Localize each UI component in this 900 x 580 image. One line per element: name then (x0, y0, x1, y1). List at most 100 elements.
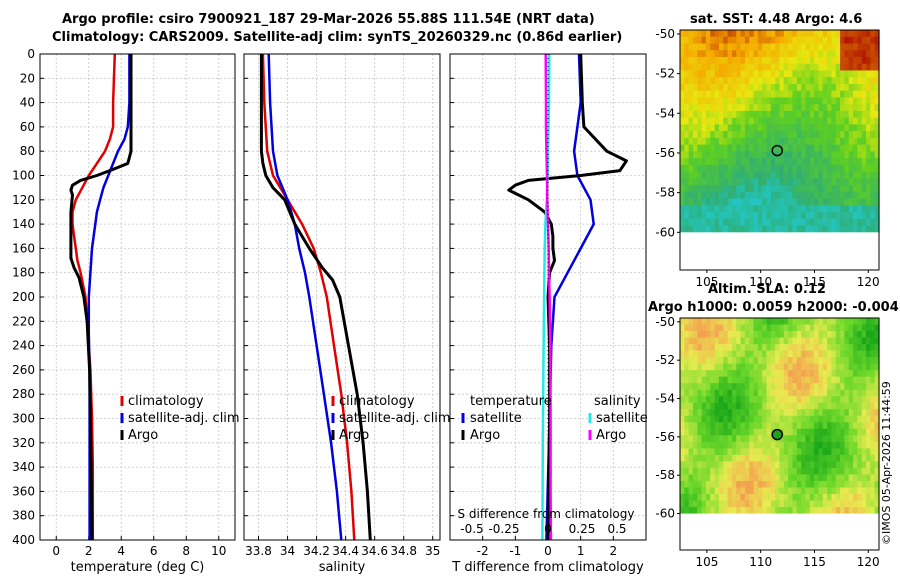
y-tick-label: 80 (20, 144, 35, 158)
y-tick-label: 320 (12, 436, 35, 450)
legend-entry: Argo (470, 428, 500, 443)
map-y-tick-label: -58 (655, 186, 675, 200)
y-tick-label: 20 (20, 71, 35, 85)
y-tick-label: 160 (12, 241, 35, 255)
top-axis-tick-label: 0 (544, 522, 552, 536)
map-y-tick-label: -54 (655, 392, 675, 406)
x-tick-label: 34.2 (303, 544, 330, 558)
legend-t-header: temperature (470, 394, 552, 409)
map-y-tick-label: -60 (655, 507, 675, 521)
series-line-argo (259, 54, 372, 541)
map-x-tick-label: 120 (857, 555, 880, 569)
x-tick-label: 8 (182, 544, 190, 558)
top-axis-tick-label: 0.25 (569, 522, 596, 536)
map-x-tick-label: 105 (695, 555, 718, 569)
y-tick-label: 280 (12, 387, 35, 401)
y-tick-label: 40 (20, 96, 35, 110)
x-tick-label: 34.4 (332, 544, 359, 558)
y-tick-label: 120 (12, 193, 35, 207)
legend-entry: satellite (596, 411, 648, 426)
map-y-tick-label: -50 (655, 315, 675, 329)
y-tick-label: 60 (20, 120, 35, 134)
map-y-tick-label: -60 (655, 225, 675, 239)
map-x-tick-label: 110 (749, 275, 772, 289)
top-axis-tick-label: -0.25 (488, 522, 519, 536)
x-tick-label: 34.6 (361, 544, 388, 558)
x-tick-label: 35 (425, 544, 440, 558)
sla-map-subtitle: Argo h1000: 0.0059 h2000: -0.004 (648, 300, 899, 315)
map-x-tick-label: 120 (857, 275, 880, 289)
y-tick-label: 380 (12, 509, 35, 523)
y-tick-label: 140 (12, 217, 35, 231)
map-y-tick-label: -54 (655, 106, 675, 120)
y-tick-label: 0 (27, 47, 35, 61)
map-x-tick-label: 110 (749, 555, 772, 569)
x-tick-label: 10 (211, 544, 226, 558)
sst-map-field (680, 30, 880, 233)
sla-map-field (680, 318, 880, 515)
x-tick-label: 33.8 (245, 544, 272, 558)
y-tick-label: 180 (12, 266, 35, 280)
sla-map-frame (679, 317, 880, 551)
legend-entry: Argo (339, 428, 369, 443)
y-tick-label: 220 (12, 314, 35, 328)
map-y-tick-label: -52 (655, 353, 675, 367)
legend-entry: Argo (596, 428, 626, 443)
map-x-tick-label: 115 (803, 275, 826, 289)
map-y-tick-label: -56 (655, 146, 675, 160)
title-line-2: Climatology: CARS2009. Satellite-adj cli… (52, 30, 623, 45)
legend-entry: satellite-adj. clim (128, 411, 240, 426)
x-tick-label: 34.8 (390, 544, 417, 558)
x-tick-label: -1 (509, 544, 521, 558)
x-tick-label: 34 (280, 544, 295, 558)
sst-map-frame (679, 29, 880, 271)
series-line-satellite-adj-clim (267, 53, 343, 541)
x-tick-label: -2 (477, 544, 489, 558)
legend-entry: climatology (128, 394, 204, 409)
y-tick-label: 200 (12, 290, 35, 304)
legend-entry: satellite-adj. clim (339, 411, 451, 426)
x-axis-label: salinity (319, 560, 366, 575)
sla-float-marker (771, 428, 783, 441)
map-x-tick-label: 115 (803, 555, 826, 569)
top-axis-tick-label: 0.5 (607, 522, 626, 536)
legend-entry: Argo (128, 428, 158, 443)
panel-frame-temperature (39, 53, 236, 541)
title-line-1: Argo profile: csiro 7900921_187 29-Mar-2… (62, 12, 595, 27)
legend-s-header: salinity (594, 394, 641, 409)
map-y-tick-label: -58 (655, 468, 675, 482)
series-line-s-argo (544, 53, 553, 541)
y-tick-label: 400 (12, 533, 35, 547)
y-tick-label: 300 (12, 412, 35, 426)
legend-entry: climatology (339, 394, 415, 409)
sla-map-title: Altim. SLA: 0.12 (708, 282, 826, 297)
map-y-tick-label: -50 (655, 27, 675, 41)
sst-float-marker (771, 144, 783, 157)
sla-map-nodata (680, 513, 879, 550)
y-tick-label: 360 (12, 484, 35, 498)
sst-map-nodata (680, 232, 879, 270)
map-y-tick-label: -52 (655, 67, 675, 81)
x-tick-label: 6 (150, 544, 158, 558)
top-axis-tick-label: -0.5 (460, 522, 483, 536)
x-tick-label: 1 (577, 544, 585, 558)
x-axis-label: temperature (deg C) (71, 560, 205, 575)
y-tick-label: 100 (12, 169, 35, 183)
x-tick-label: 4 (117, 544, 125, 558)
panel-frame-salinity (243, 53, 441, 541)
x-tick-label: 2 (85, 544, 93, 558)
map-x-tick-label: 105 (695, 275, 718, 289)
x-tick-label: 0 (52, 544, 60, 558)
x-tick-label: 0 (544, 544, 552, 558)
y-tick-label: 260 (12, 363, 35, 377)
map-y-tick-label: -56 (655, 430, 675, 444)
top-axis-label: S difference from climatology (458, 507, 635, 521)
y-tick-label: 340 (12, 460, 35, 474)
x-tick-label: 2 (610, 544, 618, 558)
series-line-argo (69, 54, 133, 541)
y-tick-label: 240 (12, 339, 35, 353)
legend-entry: satellite (470, 411, 522, 426)
x-axis-label: T difference from climatology (451, 560, 644, 575)
sst-map-title: sat. SST: 4.48 Argo: 4.6 (690, 12, 863, 27)
